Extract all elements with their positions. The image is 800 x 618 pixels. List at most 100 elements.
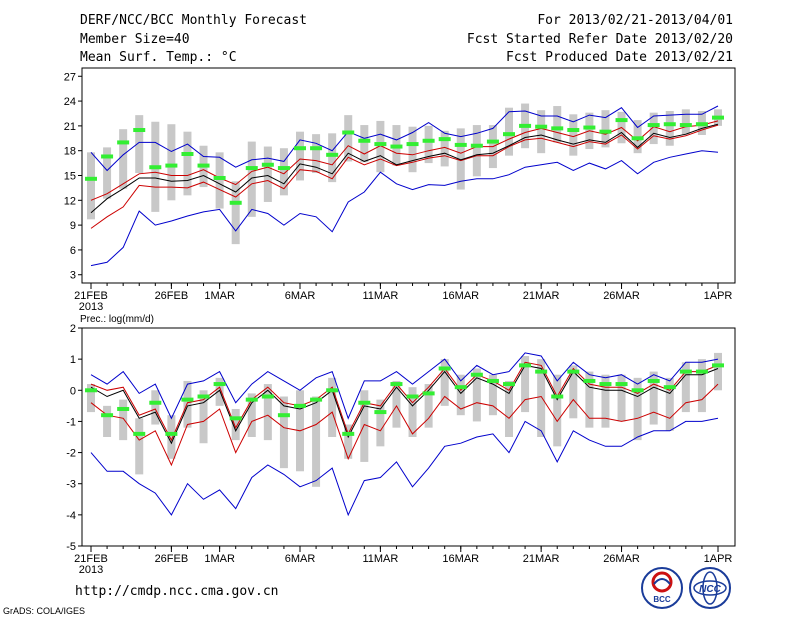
temp-mean-marker	[583, 125, 596, 130]
temp-mean-marker	[133, 128, 146, 133]
precip-mean-marker	[310, 397, 323, 402]
produced-date-label: Fcst Produced Date 2013/02/21	[506, 50, 733, 65]
precip-mean-marker	[101, 413, 114, 418]
precip-spread-box	[714, 352, 722, 391]
temp-spread-box	[649, 112, 658, 145]
temp-mean-marker	[390, 144, 403, 149]
temp-year-label: 2013	[79, 301, 103, 313]
precip-spread-box	[424, 384, 433, 428]
precip-upper-percentile-line	[90, 361, 719, 442]
temp-spread-box	[328, 133, 337, 183]
precip-year-label: 2013	[79, 564, 103, 576]
member-size-label: Member Size=40	[80, 32, 190, 47]
temp-spread-box	[376, 120, 385, 173]
grads-credit: GrADS: COLA/IGES	[3, 606, 85, 616]
precip-spread-box	[199, 390, 208, 444]
temp-median-line	[90, 123, 719, 214]
precip-spread-box	[521, 356, 530, 413]
temp-ytick-label: 12	[64, 195, 76, 207]
temperature-panel: 3 6 9 12 15 18 21 24 27 21FEB 26FEB 1MAR 6MAR 11MAR 16…	[64, 67, 736, 313]
precip-spread-box	[569, 365, 578, 419]
precip-spread-box	[697, 359, 706, 413]
precip-ytick-label: -1	[66, 416, 76, 428]
temp-ytick-label: 15	[64, 171, 76, 183]
precip-mean-marker	[519, 363, 532, 368]
precip-mean-marker	[470, 372, 483, 377]
precip-spread-box	[456, 374, 465, 416]
temp-mean-marker	[535, 124, 548, 129]
precip-ytick-label: 2	[70, 323, 76, 335]
temp-mean-marker	[165, 163, 178, 168]
temp-xtick-label: 11MAR	[362, 290, 398, 302]
temp-minimum-line	[90, 150, 719, 267]
temp-xtick-label: 26FEB	[155, 290, 189, 302]
temp-spread-box	[456, 128, 465, 190]
temp-ytick-label: 21	[64, 121, 76, 133]
bcc-logo-text: BCC	[653, 595, 671, 604]
precip-frame	[81, 327, 736, 547]
temp-mean-marker	[631, 136, 644, 141]
temp-spread-box	[537, 110, 546, 154]
temp-spread-box	[312, 134, 321, 174]
precip-spread-box	[681, 362, 690, 413]
precip-mean-marker	[390, 382, 403, 387]
precip-mean-marker	[261, 394, 274, 399]
precip-mean-marker	[85, 388, 97, 393]
ncc-logo-text: NCC	[699, 584, 721, 595]
precip-spread-box	[151, 390, 160, 425]
precip-mean-marker	[197, 394, 210, 399]
precip-mean-marker	[631, 388, 644, 393]
temp-spread-box	[183, 131, 192, 196]
temp-mean-marker	[374, 142, 387, 147]
temp-spread-box	[569, 114, 578, 156]
precip-maximum-line	[90, 352, 719, 420]
source-url[interactable]: http://cmdp.ncc.cma.gov.cn	[75, 584, 279, 599]
precip-mean-marker	[583, 378, 596, 383]
precip-mean-marker	[679, 369, 692, 374]
precip-spread-box	[344, 424, 353, 459]
precip-spread-box	[263, 384, 272, 441]
precip-spread-box	[215, 377, 224, 406]
temp-mean-marker	[712, 115, 724, 120]
precip-spread-box	[328, 377, 337, 437]
precip-spread-box	[119, 399, 128, 441]
temp-spread-box	[167, 124, 176, 201]
temp-spread-box	[247, 141, 256, 217]
temp-spread-box	[360, 125, 369, 163]
temp-spread-box	[440, 130, 449, 167]
precip-mean-marker	[149, 400, 162, 405]
precip-mean-marker	[326, 388, 339, 393]
temp-spread-box	[424, 125, 433, 164]
temp-mean-marker	[213, 175, 226, 180]
precip-mean-marker	[712, 363, 724, 368]
temp-spread-box	[553, 106, 562, 143]
precip-spread-box	[135, 418, 144, 475]
temp-mean-marker	[261, 162, 274, 167]
precip-mean-marker	[615, 382, 628, 387]
precipitation-panel: -5 -4 -3 -2 -1 0 1 2 21FEB 26FEB 1MAR 6MAR 11MAR 16MA…	[66, 323, 736, 576]
precip-xtick-label: 21MAR	[523, 553, 560, 565]
precip-mean-marker	[294, 403, 306, 408]
precip-mean-marker	[454, 385, 467, 390]
temp-ytick-label: 18	[64, 146, 76, 158]
precip-spread-box	[408, 387, 417, 437]
precip-spread-box	[360, 390, 369, 462]
temp-mean-marker	[454, 142, 467, 147]
precip-mean-marker	[358, 400, 371, 405]
precip-ytick-label: -4	[66, 510, 76, 522]
temp-xtick-label: 6MAR	[285, 290, 316, 302]
temp-upper-percentile-line	[90, 120, 719, 201]
precip-spread-box	[167, 415, 176, 459]
temp-mean-marker	[551, 126, 564, 131]
temp-ytick-label: 9	[70, 220, 76, 232]
temp-mean-marker	[117, 140, 130, 145]
ncc-logo: NCC	[689, 567, 731, 609]
precip-mean-marker	[438, 366, 451, 371]
temp-xtick-label: 26MAR	[603, 290, 640, 302]
temp-spread-box	[135, 115, 144, 174]
precip-mean-marker	[213, 382, 226, 387]
precip-ytick-label: -5	[66, 541, 76, 553]
temp-mean-marker	[358, 138, 371, 143]
precip-mean-marker	[422, 391, 435, 396]
